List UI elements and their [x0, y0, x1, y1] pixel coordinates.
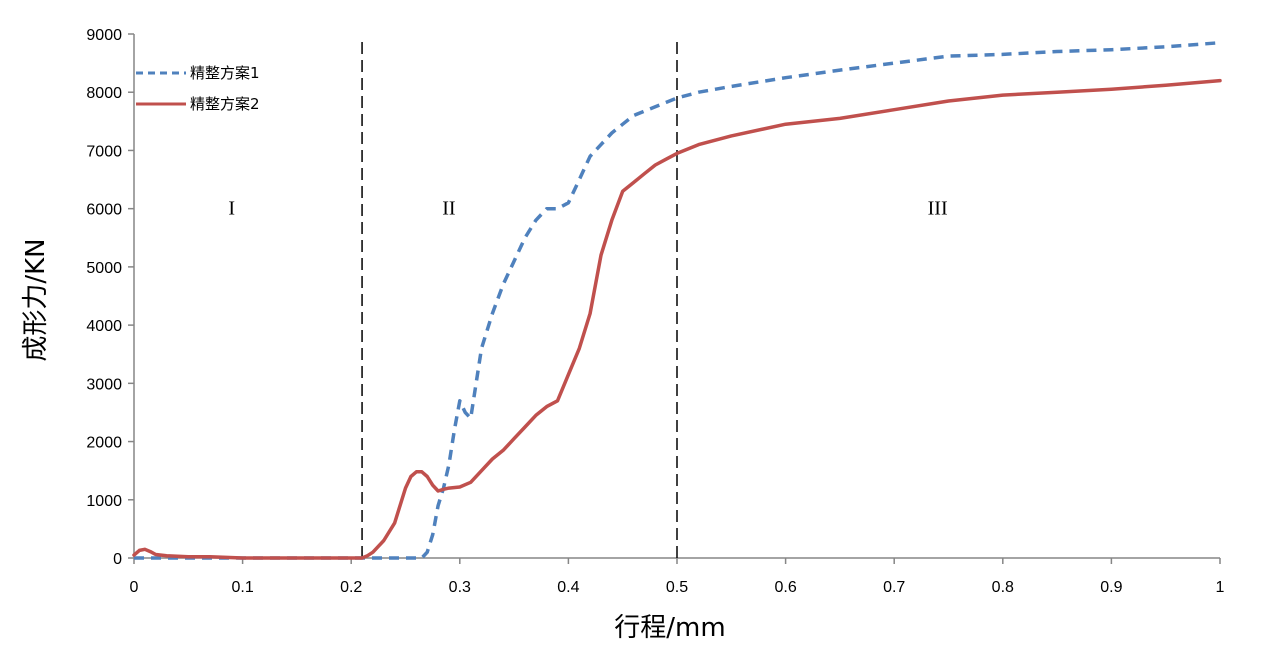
x-axis-title: 行程/mm [614, 613, 725, 643]
series-line-1 [134, 40, 1221, 560]
y-tick-label: 1000 [86, 493, 122, 510]
series-lines [132, 40, 1222, 560]
x-tick-label: 0.5 [666, 579, 688, 596]
y-tick-label: 3000 [86, 376, 122, 393]
x-tick-label: 0 [130, 579, 139, 596]
y-tick-label: 8000 [86, 85, 122, 102]
y-tick-label: 0 [113, 551, 122, 568]
y-tick-label: 5000 [86, 260, 122, 277]
x-tick-label: 0.3 [449, 579, 471, 596]
y-axis-title: 成形力/KN [21, 238, 51, 361]
x-tick-label: 0.4 [557, 579, 579, 596]
y-tick-label: 4000 [86, 318, 122, 335]
region-label-1: I [228, 197, 235, 219]
region-label-2: II [442, 197, 455, 219]
x-tick-label: 0.6 [774, 579, 796, 596]
legend-label-series-1: 精整方案1 [190, 64, 260, 82]
y-tick-label: 9000 [86, 27, 122, 44]
x-tick-label: 0.7 [883, 579, 905, 596]
x-tick-label: 0.2 [340, 579, 362, 596]
x-tick-label: 0.8 [992, 579, 1014, 596]
legend: 精整方案1 精整方案2 [136, 64, 260, 113]
y-tick-label: 2000 [86, 435, 122, 452]
x-tick-label: 0.9 [1100, 579, 1122, 596]
series-line-2 [132, 78, 1222, 560]
legend-label-series-2: 精整方案2 [190, 95, 260, 113]
y-tick-label: 6000 [86, 202, 122, 219]
y-tick-label: 7000 [86, 143, 122, 160]
region-label-3: III [928, 197, 948, 219]
tick-marks: 0 0.1 0.2 0.3 0.4 0.5 0.6 0.7 0.8 0.9 1 0 1000 2000 30… [86, 27, 1224, 596]
region-labels: I II III [228, 42, 948, 558]
x-tick-label: 0.1 [231, 579, 253, 596]
x-tick-label: 1 [1216, 579, 1225, 596]
